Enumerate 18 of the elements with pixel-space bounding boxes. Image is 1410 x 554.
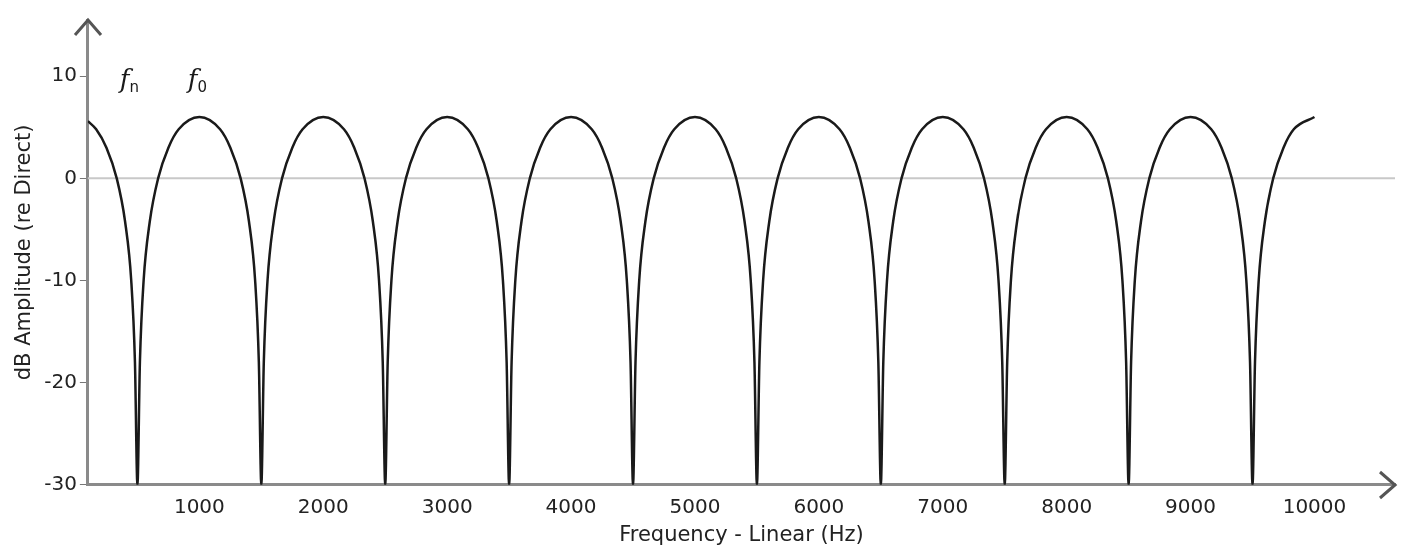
x-tick-label: 3000 <box>421 494 473 518</box>
x-tick-label: 4000 <box>545 494 597 518</box>
line-series <box>87 115 1316 485</box>
x-tick-label: 7000 <box>917 494 969 518</box>
x-tick-label: 8000 <box>1041 494 1093 518</box>
x-tick-label: 1000 <box>173 494 225 518</box>
x-tick-label: 9000 <box>1165 494 1217 518</box>
x-tick-label: 6000 <box>793 494 845 518</box>
y-axis-title: dB Amplitude (re Direct) <box>11 124 36 381</box>
y-tick-label: 10 <box>51 62 77 87</box>
x-tick-label: 2000 <box>297 494 349 518</box>
y-tick-label: 0 <box>64 164 77 189</box>
y-tick-label: -20 <box>44 368 77 393</box>
x-tick-label: 5000 <box>669 494 721 518</box>
y-tick-label: -10 <box>44 266 77 291</box>
x-axis-title: Frequency - Linear (Hz) <box>619 521 864 546</box>
x-tick-label: 10000 <box>1282 494 1347 518</box>
y-tick-label: -30 <box>44 471 77 495</box>
